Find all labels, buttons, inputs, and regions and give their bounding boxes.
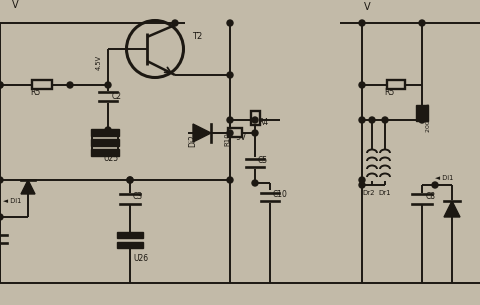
Text: Dr1: Dr1 [378,190,391,196]
Circle shape [359,82,365,88]
Text: R5: R5 [30,88,40,97]
Circle shape [227,20,233,26]
Circle shape [227,72,233,78]
Polygon shape [21,180,35,194]
Circle shape [432,182,438,188]
Circle shape [252,117,258,123]
Bar [117,242,143,248]
Bar [32,81,52,89]
Circle shape [382,117,388,123]
Bar [251,111,260,125]
Circle shape [0,177,3,183]
Circle shape [369,117,375,123]
Bar [228,128,242,138]
Text: 9V: 9V [235,133,246,142]
Circle shape [252,130,258,136]
Circle shape [227,130,233,136]
Bar [416,105,428,121]
Circle shape [227,177,233,183]
Circle shape [0,82,3,88]
Circle shape [227,117,233,123]
Circle shape [105,82,111,88]
Text: C5: C5 [258,156,268,165]
Circle shape [419,20,425,26]
Circle shape [359,20,365,26]
Text: R5: R5 [384,88,394,97]
Text: 4.5V: 4.5V [96,55,102,70]
Text: ◄ Di1: ◄ Di1 [3,198,21,204]
Text: ◄ Di1: ◄ Di1 [435,175,453,181]
Text: Dr2: Dr2 [362,190,374,196]
Text: C8: C8 [426,192,436,201]
Circle shape [172,20,178,26]
Bar [91,149,119,156]
Bar [387,81,405,89]
Circle shape [252,180,258,186]
Circle shape [0,82,3,88]
Polygon shape [444,201,460,217]
Polygon shape [193,124,211,142]
Text: R4: R4 [258,118,268,127]
Text: T2: T2 [192,32,202,41]
Text: C10: C10 [273,190,288,199]
Text: R10: R10 [224,132,230,146]
Bar [117,232,143,238]
Bar [91,139,119,146]
Text: V: V [364,2,371,12]
Text: Di2: Di2 [188,134,197,147]
Text: C2: C2 [112,92,122,101]
Circle shape [419,117,425,123]
Text: 200 Ohm: 200 Ohm [426,103,431,132]
Text: U25: U25 [103,154,118,163]
Text: U26: U26 [133,254,148,263]
Circle shape [359,182,365,188]
Circle shape [127,177,133,183]
Circle shape [67,82,73,88]
Circle shape [105,127,111,133]
Bar [91,130,119,137]
Circle shape [127,177,133,183]
Circle shape [359,177,365,183]
Text: V: V [12,0,19,10]
Text: C3: C3 [133,192,143,201]
Circle shape [0,214,3,220]
Circle shape [359,117,365,123]
